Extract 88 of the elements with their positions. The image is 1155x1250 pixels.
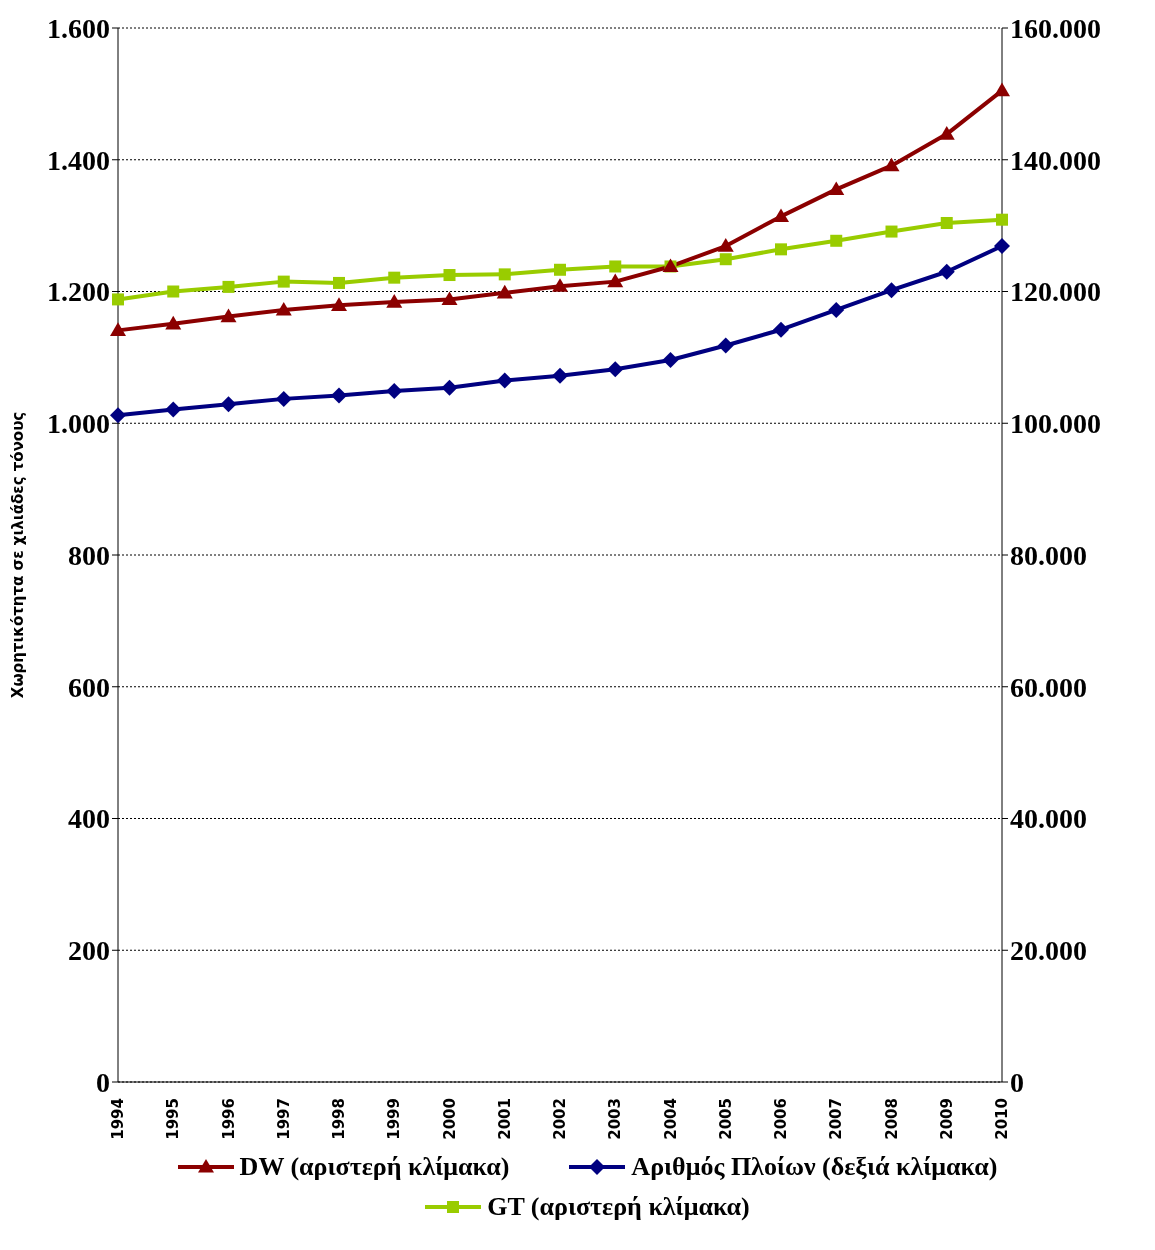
point [828, 181, 845, 195]
point [441, 291, 458, 306]
point [333, 276, 345, 289]
y-tick-label: 600 [68, 671, 110, 703]
point [717, 337, 734, 354]
point [994, 238, 1010, 255]
x-tick-label: 2004 [661, 1098, 680, 1140]
point [607, 273, 624, 288]
point [830, 234, 843, 247]
x-tick-label: 2005 [716, 1098, 735, 1140]
point [883, 282, 900, 299]
point [719, 253, 732, 266]
y-tick-label: 1.600 [47, 12, 110, 44]
point [938, 263, 955, 280]
point [496, 372, 513, 389]
point [552, 367, 568, 384]
x-tick-label: 2010 [993, 1098, 1011, 1140]
x-tick-label: 1999 [385, 1098, 404, 1140]
point [775, 243, 787, 256]
point [165, 315, 182, 330]
legend-label: DW (αριστερή κλίμακα) [239, 1152, 510, 1182]
x-tick-label: 2006 [772, 1098, 790, 1140]
x-tick-label: 2000 [440, 1098, 459, 1140]
y-tick-label: 1.000 [47, 408, 110, 440]
point [554, 263, 566, 276]
point [996, 213, 1008, 226]
point [167, 285, 180, 298]
y-tick-label: 0 [96, 1066, 110, 1098]
y2-tick-label: 60.000 [1010, 671, 1087, 703]
point [773, 321, 789, 338]
point [773, 208, 789, 222]
x-tick-label: 2008 [882, 1098, 901, 1140]
x-tick-label: 1998 [330, 1098, 348, 1140]
point [331, 297, 347, 311]
point [498, 268, 511, 281]
point [609, 260, 622, 273]
point [828, 301, 845, 318]
y2-tick-label: 160.000 [1010, 12, 1101, 44]
point [441, 379, 458, 396]
y2-tick-label: 40.000 [1010, 803, 1087, 835]
y2-tick-label: 20.000 [1010, 935, 1087, 967]
legend-label: GT (αριστερή κλίμακα) [487, 1192, 750, 1222]
x-tick-label: 2003 [606, 1098, 625, 1140]
point [331, 387, 347, 404]
point [607, 361, 624, 378]
y2-tick-label: 100.000 [1010, 408, 1101, 440]
point [885, 225, 898, 238]
point [386, 382, 403, 399]
point [110, 407, 126, 424]
x-tick-label: 1994 [109, 1098, 127, 1140]
point [552, 278, 568, 292]
point [938, 126, 955, 140]
point [940, 216, 953, 229]
point [222, 280, 235, 293]
y2-tick-label: 140.000 [1010, 144, 1101, 176]
y-axis-title: Χωρητικότητα σε χιλιάδες τόνους [9, 411, 28, 699]
y-tick-label: 400 [68, 803, 110, 835]
point [883, 157, 900, 172]
point [220, 308, 237, 323]
x-tick-label: 1995 [164, 1098, 183, 1140]
point [717, 238, 734, 252]
point [220, 396, 237, 413]
point [388, 271, 401, 284]
x-tick-label: 2001 [495, 1098, 514, 1140]
point [386, 294, 403, 308]
y-tick-label: 1.400 [47, 144, 110, 176]
point [496, 284, 513, 299]
point [275, 390, 292, 407]
x-tick-label: 1997 [274, 1098, 293, 1140]
y2-tick-label: 0 [1010, 1066, 1024, 1098]
x-tick-label: 2007 [827, 1098, 846, 1140]
point [994, 82, 1010, 97]
point [277, 275, 290, 288]
y-tick-label: 200 [68, 935, 110, 967]
y2-tick-label: 80.000 [1010, 539, 1087, 571]
y-tick-label: 1.200 [47, 276, 110, 308]
x-tick-label: 2002 [551, 1098, 569, 1140]
point [165, 401, 182, 418]
y-tick-label: 800 [68, 539, 110, 571]
x-tick-label: 2009 [937, 1098, 956, 1140]
point [112, 293, 124, 306]
point [110, 322, 126, 336]
x-tick-label: 1996 [219, 1098, 238, 1140]
point [275, 301, 292, 316]
point [662, 352, 679, 369]
y2-tick-label: 120.000 [1010, 276, 1101, 308]
legend-label: Αριθμός Πλοίων (δεξιά κλίμακα) [631, 1152, 998, 1182]
point [443, 269, 456, 282]
